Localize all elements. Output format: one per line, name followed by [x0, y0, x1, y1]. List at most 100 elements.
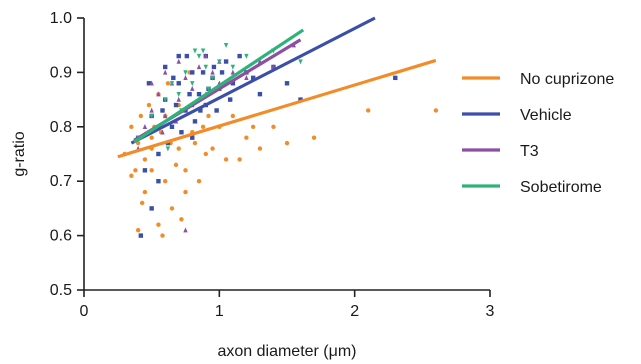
x-tick-label: 3 [486, 303, 495, 320]
data-points [122, 42, 439, 238]
data-point [257, 91, 263, 97]
y-tick-label: 0.9 [50, 64, 72, 81]
data-point [146, 81, 152, 86]
legend: No cuprizone Vehicle T3 Sobetirome [462, 71, 614, 196]
legend-label: No cuprizone [520, 71, 614, 88]
data-point [142, 168, 148, 173]
data-point [183, 227, 188, 233]
data-point [135, 227, 141, 233]
data-point [176, 53, 181, 59]
data-point [190, 85, 195, 91]
data-point [149, 168, 154, 173]
data-point [198, 108, 203, 113]
data-point [217, 59, 222, 65]
data-point [206, 113, 211, 119]
y-tick-label: 0.7 [50, 173, 72, 190]
axes: 0.5 0.6 0.7 0.8 0.9 1.0 0 1 2 3 axon diameter (μm)… [11, 10, 495, 360]
data-point [149, 107, 154, 113]
data-point [244, 75, 249, 81]
x-tick-label: 1 [215, 303, 224, 320]
data-point [211, 64, 217, 70]
x-tick-label: 0 [80, 303, 89, 320]
data-point [165, 146, 171, 152]
data-point [203, 53, 208, 59]
data-point [284, 140, 290, 146]
data-point [257, 146, 263, 151]
data-point [230, 64, 236, 70]
data-point [196, 91, 202, 97]
data-point [187, 91, 192, 97]
data-point [200, 124, 206, 129]
data-point [156, 222, 161, 227]
data-point [163, 64, 168, 70]
data-point [163, 97, 168, 103]
data-point [311, 135, 317, 140]
data-point [149, 80, 154, 86]
data-point [142, 124, 148, 129]
data-point [163, 179, 168, 184]
data-point [146, 102, 152, 108]
data-point [230, 81, 236, 86]
data-point [183, 75, 188, 81]
y-tick-label: 1.0 [50, 10, 72, 27]
data-point [156, 179, 161, 184]
data-point [149, 206, 154, 211]
data-point [250, 124, 256, 129]
data-point [149, 113, 154, 119]
data-point [196, 179, 202, 184]
data-point [165, 81, 171, 86]
data-point [366, 108, 371, 113]
legend-label: Sobetirome [520, 179, 602, 196]
data-point [139, 200, 145, 206]
data-point [160, 108, 165, 113]
data-point [227, 97, 233, 102]
data-point [184, 53, 190, 59]
y-tick-label: 0.6 [50, 228, 72, 245]
data-point [138, 113, 144, 119]
y-tick-label: 0.8 [50, 119, 72, 136]
data-point [250, 75, 256, 81]
data-point [271, 124, 276, 129]
data-point [171, 75, 176, 81]
data-point [196, 53, 202, 59]
x-axis-title: axon diameter (μm) [217, 343, 356, 360]
data-point [219, 70, 225, 75]
data-point [192, 140, 198, 146]
data-point [196, 64, 202, 70]
data-point [200, 48, 206, 54]
data-point [163, 69, 168, 75]
data-point [223, 59, 229, 64]
data-point [223, 157, 229, 162]
data-point [149, 135, 154, 140]
data-point [284, 81, 290, 86]
data-point [190, 135, 195, 140]
data-point [173, 102, 179, 108]
data-point [142, 189, 148, 195]
data-point [433, 108, 439, 113]
data-point [200, 70, 206, 75]
data-point [298, 97, 303, 102]
data-point [210, 69, 215, 75]
fit-line [133, 28, 305, 144]
data-point [179, 130, 184, 135]
data-point [244, 135, 249, 140]
data-point [214, 108, 219, 113]
data-point [176, 81, 181, 86]
data-point [133, 168, 138, 173]
y-tick-label: 0.5 [50, 282, 72, 299]
data-point [206, 86, 211, 92]
data-point [173, 162, 179, 168]
fit-lines [117, 16, 437, 159]
data-point [160, 233, 165, 238]
data-point [160, 129, 165, 135]
data-point [135, 140, 141, 146]
data-point [156, 91, 161, 97]
data-point [183, 189, 188, 195]
data-point [393, 75, 398, 81]
data-point [176, 58, 181, 64]
data-point [176, 91, 181, 97]
data-point [169, 206, 175, 211]
data-point [237, 53, 242, 59]
data-point [210, 75, 215, 81]
